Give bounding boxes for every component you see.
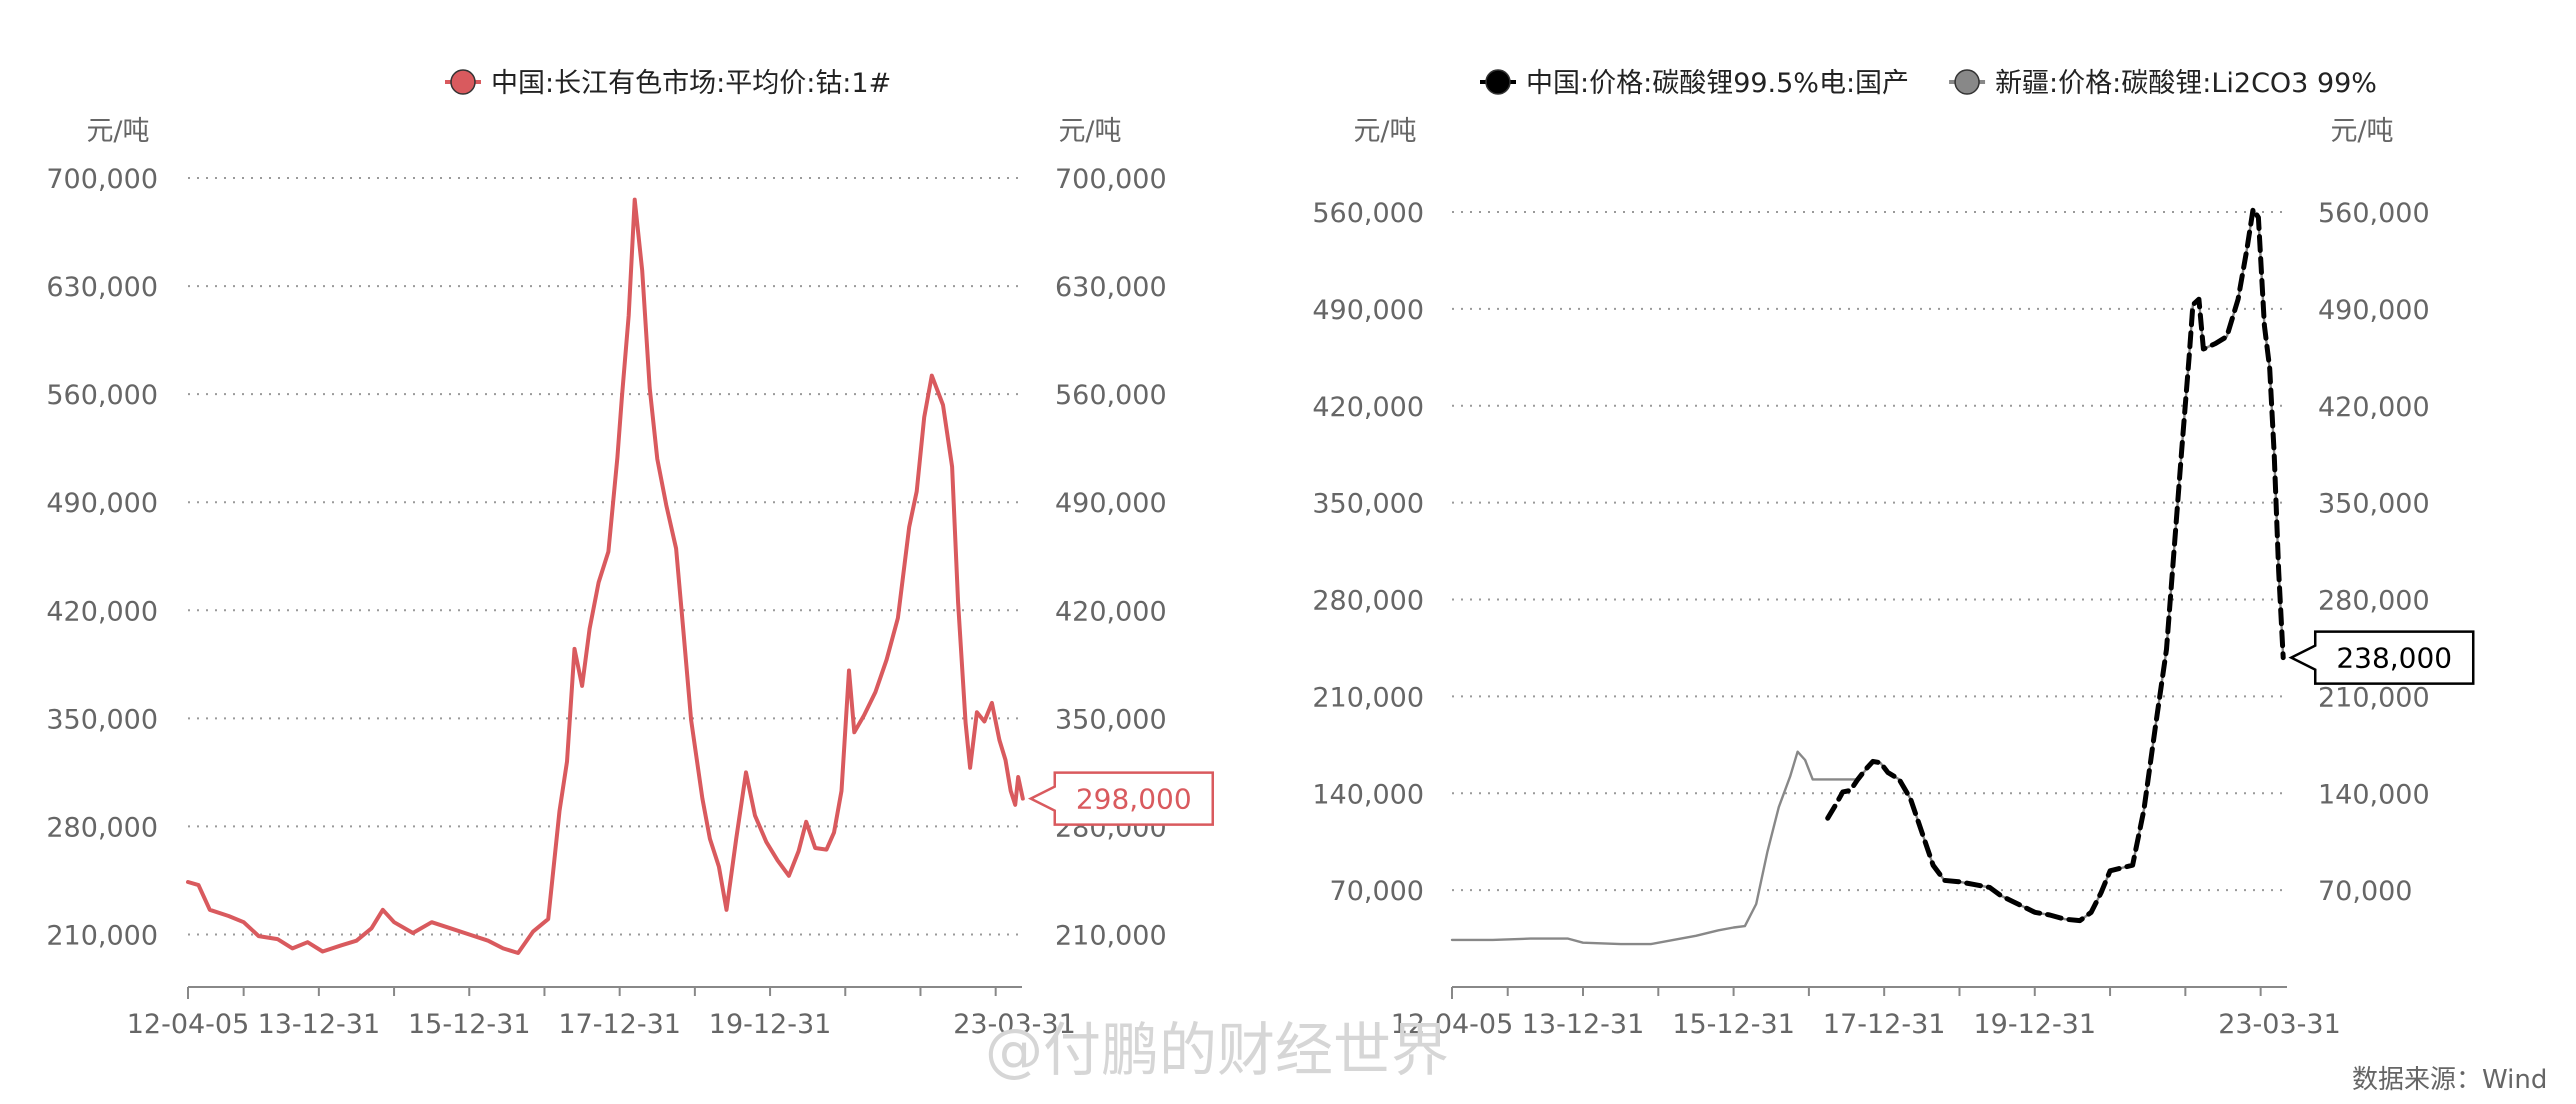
y-tick-label-left: 560,000 bbox=[46, 380, 158, 411]
watermark-text: @付鹏的财经世界 bbox=[985, 1016, 1449, 1084]
y-unit-right: 元/吨 bbox=[2330, 116, 2393, 147]
y-tick-label-right: 560,000 bbox=[2318, 198, 2430, 229]
y-tick-label-right: 140,000 bbox=[2318, 779, 2430, 810]
y-unit-right: 元/吨 bbox=[1058, 116, 1121, 147]
legend-item[interactable]: 中国:长江有色市场:平均价:钴:1# bbox=[445, 68, 891, 99]
legend-circle-icon bbox=[1485, 69, 1511, 95]
y-tick-label-left: 700,000 bbox=[46, 164, 158, 195]
cobalt-price-chart: 700,000 700,000 630,000 630,000 560,000 560,0… bbox=[46, 68, 1214, 1040]
legend-label: 中国:价格:碳酸锂99.5%电:国产 bbox=[1526, 68, 1909, 99]
legend-circle-icon bbox=[450, 69, 476, 95]
y-tick-label-right: 350,000 bbox=[2318, 489, 2430, 520]
x-tick-label: 13-12-31 bbox=[1522, 1009, 1645, 1040]
y-tick-label-left: 560,000 bbox=[1312, 198, 1424, 229]
y-tick-label-left: 210,000 bbox=[1312, 682, 1424, 713]
y-tick-label-left: 210,000 bbox=[46, 921, 158, 952]
legend-circle-icon bbox=[1954, 69, 1980, 95]
y-tick-label-right: 490,000 bbox=[1055, 488, 1167, 519]
x-tick-label: 23-03-31 bbox=[2218, 1009, 2341, 1040]
x-tick-label: 17-12-31 bbox=[1823, 1009, 1946, 1040]
x-tick-label: 19-12-31 bbox=[1973, 1009, 2096, 1040]
x-tick-label: 17-12-31 bbox=[558, 1009, 681, 1040]
y-tick-label-left: 420,000 bbox=[1312, 392, 1424, 423]
x-tick-label: 15-12-31 bbox=[1672, 1009, 1795, 1040]
y-tick-label-left: 630,000 bbox=[46, 272, 158, 303]
y-tick-label-right: 630,000 bbox=[1055, 272, 1167, 303]
y-tick-label-left: 490,000 bbox=[46, 488, 158, 519]
data-source-note: 数据来源：Wind bbox=[2352, 1065, 2547, 1095]
y-tick-label-left: 350,000 bbox=[46, 704, 158, 735]
lithium-carbonate-price-chart: 560,000 560,000 490,000 490,000 420,000 420,0… bbox=[1312, 68, 2475, 1040]
x-tick-label: 15-12-31 bbox=[408, 1009, 531, 1040]
series-line-secondary bbox=[1450, 208, 2285, 946]
x-tick-label: 12-04-05 bbox=[1391, 1009, 1514, 1040]
y-tick-label-right: 280,000 bbox=[2318, 586, 2430, 617]
legend-label: 中国:长江有色市场:平均价:钴:1# bbox=[491, 68, 891, 99]
y-tick-label-right: 700,000 bbox=[1055, 164, 1167, 195]
x-tick-label: 12-04-05 bbox=[127, 1009, 250, 1040]
y-tick-label-right: 420,000 bbox=[1055, 596, 1167, 627]
y-tick-label-left: 70,000 bbox=[1330, 876, 1424, 907]
last-value-label: 298,000 bbox=[1076, 783, 1192, 816]
y-tick-label-right: 210,000 bbox=[1055, 921, 1167, 952]
y-tick-label-right: 70,000 bbox=[2318, 876, 2412, 907]
y-tick-label-right: 350,000 bbox=[1055, 704, 1167, 735]
y-tick-label-left: 350,000 bbox=[1312, 489, 1424, 520]
x-tick-label: 19-12-31 bbox=[709, 1009, 832, 1040]
y-tick-label-left: 420,000 bbox=[46, 596, 158, 627]
y-unit-left: 元/吨 bbox=[86, 116, 149, 147]
legend-label: 新疆:价格:碳酸锂:Li2CO3 99% bbox=[1995, 68, 2377, 99]
legend-item[interactable]: 新疆:价格:碳酸锂:Li2CO3 99% bbox=[1949, 68, 2377, 99]
x-tick-label: 13-12-31 bbox=[258, 1009, 381, 1040]
y-tick-label-right: 490,000 bbox=[2318, 295, 2430, 326]
series-line-primary bbox=[186, 197, 1025, 955]
last-value-callout-box bbox=[2288, 630, 2475, 685]
y-tick-label-left: 280,000 bbox=[46, 812, 158, 843]
y-unit-left: 元/吨 bbox=[1353, 116, 1416, 147]
y-tick-label-right: 560,000 bbox=[1055, 380, 1167, 411]
y-tick-label-right: 210,000 bbox=[2318, 682, 2430, 713]
y-tick-label-left: 280,000 bbox=[1312, 586, 1424, 617]
y-tick-label-left: 140,000 bbox=[1312, 779, 1424, 810]
last-value-label: 238,000 bbox=[2336, 642, 2452, 675]
legend-item[interactable]: 中国:价格:碳酸锂99.5%电:国产 bbox=[1480, 68, 1909, 99]
last-value-callout-box bbox=[1027, 771, 1214, 826]
series-line-primary bbox=[1825, 206, 2286, 924]
x-tick-label: 23-03-31 bbox=[953, 1009, 1076, 1040]
y-tick-label-left: 490,000 bbox=[1312, 295, 1424, 326]
y-tick-label-right: 420,000 bbox=[2318, 392, 2430, 423]
